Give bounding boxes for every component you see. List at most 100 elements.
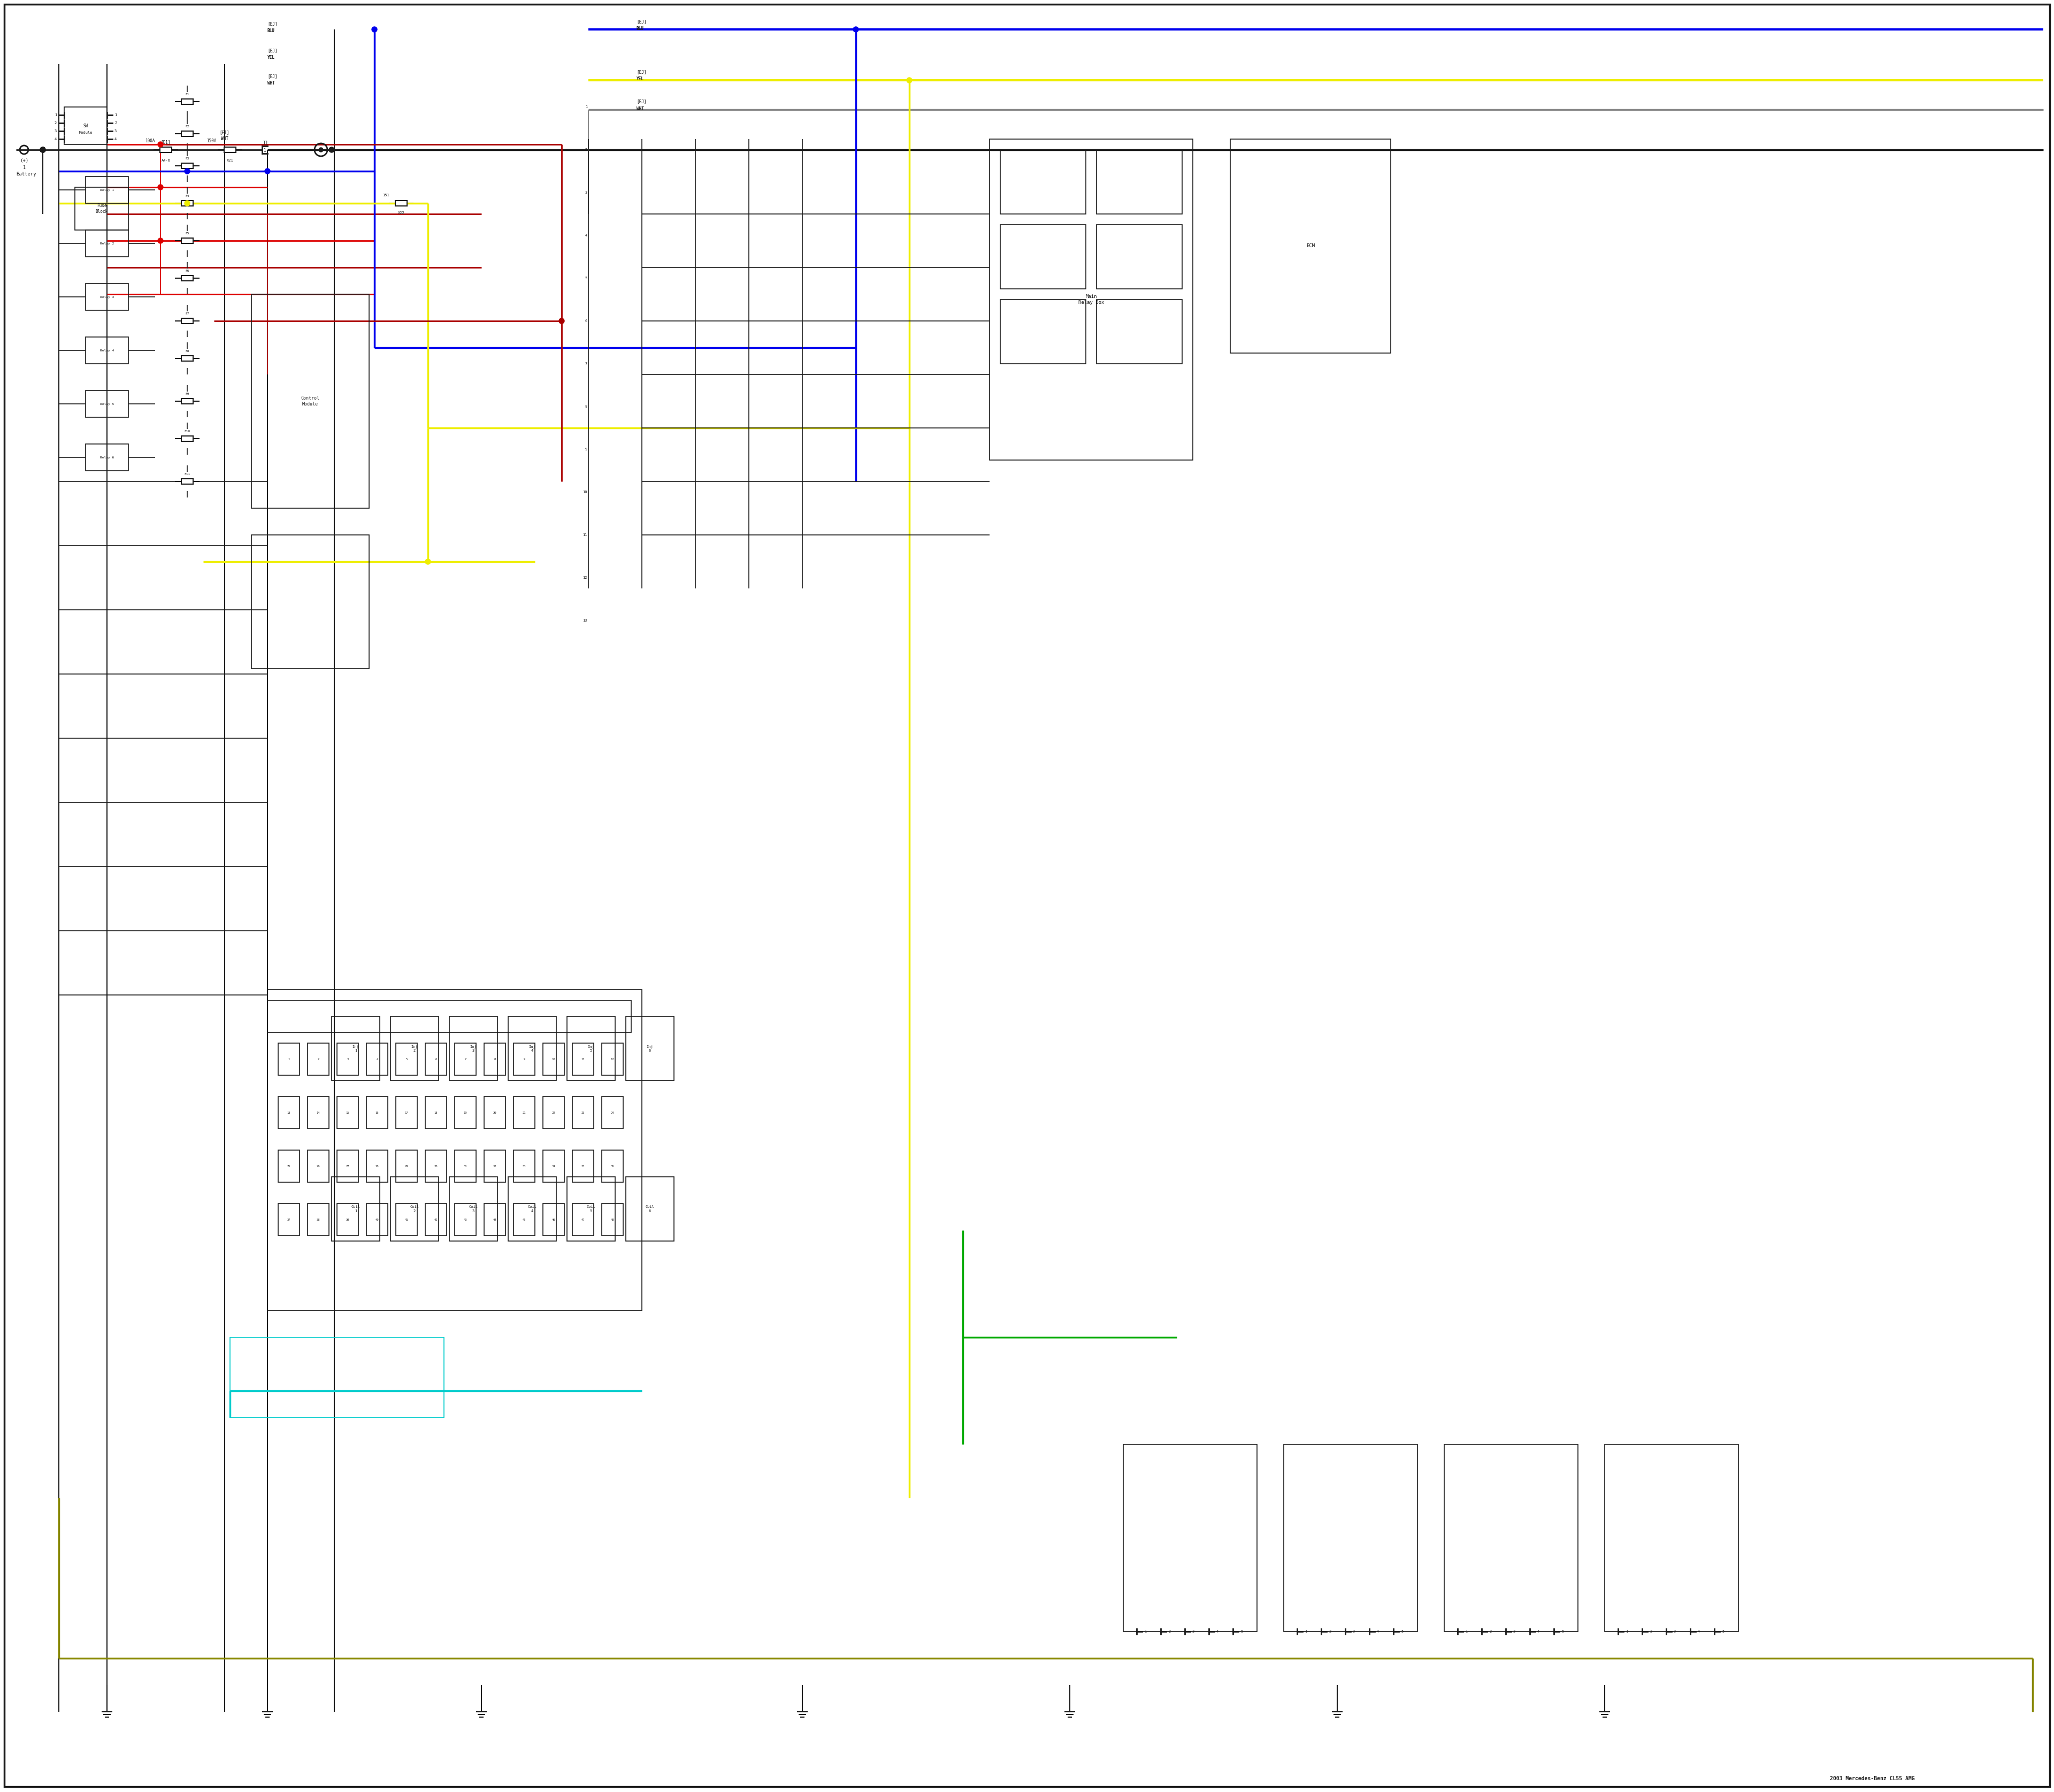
Bar bbox=[181, 398, 193, 403]
Text: 19: 19 bbox=[464, 1111, 466, 1115]
Text: F10: F10 bbox=[185, 430, 191, 432]
Bar bbox=[337, 1097, 357, 1129]
Bar bbox=[485, 1204, 505, 1236]
Bar bbox=[602, 1204, 622, 1236]
Text: 150A: 150A bbox=[205, 138, 216, 143]
Bar bbox=[602, 1097, 622, 1129]
Text: Coil
6: Coil 6 bbox=[645, 1206, 655, 1213]
Bar bbox=[396, 1097, 417, 1129]
Text: Inj
4: Inj 4 bbox=[528, 1045, 536, 1052]
Text: 23: 23 bbox=[581, 1111, 585, 1115]
Bar bbox=[542, 1097, 565, 1129]
Text: Module: Module bbox=[78, 131, 92, 134]
Text: BLU: BLU bbox=[637, 25, 645, 30]
Bar bbox=[454, 1097, 477, 1129]
Text: [E1]: [E1] bbox=[220, 131, 230, 134]
Circle shape bbox=[265, 168, 271, 174]
Text: Inj
1: Inj 1 bbox=[353, 1045, 359, 1052]
Bar bbox=[542, 1043, 565, 1075]
Bar bbox=[181, 357, 193, 360]
Text: 20: 20 bbox=[493, 1111, 497, 1115]
Bar bbox=[1444, 1444, 1577, 1631]
Text: 2: 2 bbox=[1649, 1631, 1651, 1633]
Bar bbox=[567, 1177, 614, 1242]
Text: 8: 8 bbox=[585, 405, 587, 409]
Text: 1: 1 bbox=[263, 149, 265, 154]
Text: F8: F8 bbox=[185, 349, 189, 353]
Bar bbox=[331, 1016, 380, 1081]
Bar bbox=[514, 1097, 534, 1129]
Text: 11: 11 bbox=[581, 1057, 585, 1061]
Circle shape bbox=[559, 319, 565, 324]
Text: 21: 21 bbox=[522, 1111, 526, 1115]
Text: 43: 43 bbox=[464, 1219, 466, 1220]
Text: 36: 36 bbox=[610, 1165, 614, 1167]
Bar bbox=[86, 337, 127, 364]
Bar bbox=[277, 1097, 300, 1129]
Bar bbox=[514, 1204, 534, 1236]
Bar bbox=[1000, 224, 1087, 289]
Text: 48: 48 bbox=[610, 1219, 614, 1220]
Text: 4: 4 bbox=[115, 138, 117, 142]
Bar bbox=[337, 1150, 357, 1183]
Bar bbox=[181, 201, 193, 206]
Text: 1: 1 bbox=[1144, 1631, 1146, 1633]
Bar bbox=[74, 186, 127, 229]
Bar bbox=[64, 108, 107, 145]
Text: YEL: YEL bbox=[267, 56, 275, 61]
Text: 151: 151 bbox=[382, 194, 390, 197]
Text: 1: 1 bbox=[585, 106, 587, 109]
Text: 40: 40 bbox=[376, 1219, 378, 1220]
Circle shape bbox=[41, 147, 45, 152]
Text: 16: 16 bbox=[376, 1111, 378, 1115]
Bar bbox=[160, 147, 173, 152]
Text: 1: 1 bbox=[23, 165, 25, 170]
Text: 4: 4 bbox=[1536, 1631, 1540, 1633]
Bar bbox=[308, 1204, 329, 1236]
Text: 2: 2 bbox=[1169, 1631, 1171, 1633]
Bar bbox=[390, 1016, 440, 1081]
Bar bbox=[337, 1043, 357, 1075]
Text: Coil
5: Coil 5 bbox=[587, 1206, 596, 1213]
Bar bbox=[396, 1204, 417, 1236]
Text: 3: 3 bbox=[585, 192, 587, 194]
Text: 28: 28 bbox=[376, 1165, 378, 1167]
Bar bbox=[181, 478, 193, 484]
Text: 2: 2 bbox=[1489, 1631, 1491, 1633]
Bar bbox=[573, 1150, 594, 1183]
Text: Relay 4: Relay 4 bbox=[101, 349, 115, 351]
Text: 30: 30 bbox=[433, 1165, 438, 1167]
Text: X21: X21 bbox=[226, 159, 234, 161]
Text: Coil
4: Coil 4 bbox=[528, 1206, 536, 1213]
Text: F7: F7 bbox=[185, 312, 189, 315]
Bar bbox=[485, 1150, 505, 1183]
Text: 2: 2 bbox=[53, 122, 58, 125]
Text: Inj
3: Inj 3 bbox=[470, 1045, 477, 1052]
Bar bbox=[86, 444, 127, 471]
Text: 3: 3 bbox=[53, 129, 58, 133]
Text: Relay 5: Relay 5 bbox=[101, 403, 115, 405]
Text: F11: F11 bbox=[185, 473, 191, 475]
Text: 47: 47 bbox=[581, 1219, 585, 1220]
Circle shape bbox=[425, 559, 431, 564]
Text: 12: 12 bbox=[583, 575, 587, 579]
Text: X22: X22 bbox=[398, 211, 405, 215]
Text: [E1]: [E1] bbox=[160, 140, 170, 145]
Bar bbox=[425, 1150, 446, 1183]
Bar bbox=[567, 1016, 614, 1081]
Bar bbox=[267, 1000, 631, 1032]
Text: SW: SW bbox=[82, 124, 88, 127]
Circle shape bbox=[158, 142, 162, 147]
Bar bbox=[331, 1177, 380, 1242]
Bar bbox=[1097, 299, 1183, 364]
Bar bbox=[277, 1043, 300, 1075]
Text: 33: 33 bbox=[522, 1165, 526, 1167]
Bar bbox=[181, 238, 193, 244]
Bar bbox=[337, 1204, 357, 1236]
Bar bbox=[181, 435, 193, 441]
Text: A4-6: A4-6 bbox=[162, 159, 170, 161]
Text: Main
Relay Box: Main Relay Box bbox=[1078, 294, 1105, 305]
Text: 5: 5 bbox=[1561, 1631, 1563, 1633]
Text: Coil
1: Coil 1 bbox=[351, 1206, 359, 1213]
Bar bbox=[1284, 1444, 1417, 1631]
